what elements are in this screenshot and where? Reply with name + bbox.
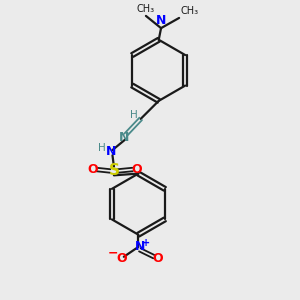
Text: O: O [116,252,127,265]
Text: N: N [135,240,145,254]
Text: O: O [131,163,142,176]
Text: H: H [130,110,138,120]
Text: S: S [108,164,119,178]
Text: CH₃: CH₃ [137,4,155,14]
Text: N: N [156,14,166,27]
Text: N: N [119,131,129,144]
Text: N: N [106,145,116,158]
Text: −: − [108,247,119,260]
Text: CH₃: CH₃ [181,7,199,16]
Text: H: H [98,143,105,153]
Text: +: + [142,238,151,248]
Text: O: O [87,163,98,176]
Text: O: O [152,252,163,265]
